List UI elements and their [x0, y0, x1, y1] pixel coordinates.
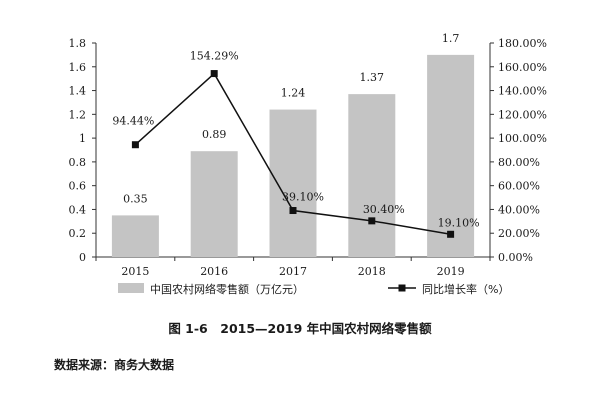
x-axis-tick-label: 2017	[279, 265, 307, 278]
legend-bar-swatch	[118, 283, 144, 293]
growth-rate-label: 19.10%	[438, 216, 480, 229]
left-axis-tick-label: 1.6	[69, 61, 87, 74]
growth-rate-label: 154.29%	[190, 50, 239, 63]
x-axis-tick-label: 2018	[358, 265, 386, 278]
left-axis-tick-label: 1	[79, 132, 86, 145]
growth-rate-marker	[447, 230, 455, 238]
x-axis-tick-label: 2019	[437, 265, 465, 278]
right-axis-tick-label: 120.00%	[498, 108, 547, 121]
bar-value-label: 0.35	[123, 192, 148, 205]
right-axis-tick-label: 160.00%	[498, 61, 547, 74]
data-source-note: 数据来源：商务大数据	[54, 358, 175, 372]
figure-caption: 图 1-6 2015—2019 年中国农村网络零售额	[168, 321, 432, 336]
left-axis-tick-label: 0.4	[69, 203, 87, 216]
bar-value-label: 0.89	[202, 128, 227, 141]
x-axis-tick-label: 2016	[200, 265, 228, 278]
left-axis-tick-label: 1.8	[69, 37, 87, 50]
right-axis-tick-label: 180.00%	[498, 37, 547, 50]
left-axis-tick-label: 1.4	[69, 85, 87, 98]
right-axis-tick-label: 0.00%	[498, 251, 533, 264]
growth-rate-marker	[131, 141, 139, 149]
legend-line-marker	[398, 284, 406, 292]
left-axis-tick-label: 0.8	[69, 156, 87, 169]
right-axis-tick-label: 80.00%	[498, 156, 540, 169]
left-axis-tick-label: 0	[79, 251, 86, 264]
left-axis-tick-label: 0.2	[69, 227, 87, 240]
right-axis-tick-label: 140.00%	[498, 85, 547, 98]
left-axis-tick-label: 1.2	[69, 108, 87, 121]
bar	[348, 94, 396, 257]
legend-line-label: 同比增长率（%）	[422, 282, 509, 296]
growth-rate-marker	[210, 70, 218, 78]
growth-rate-label: 94.44%	[112, 115, 154, 128]
growth-rate-label: 30.40%	[363, 203, 405, 216]
bar	[190, 151, 238, 257]
bar-value-label: 1.7	[442, 32, 460, 45]
growth-rate-marker	[289, 207, 297, 215]
right-axis-tick-label: 40.00%	[498, 203, 540, 216]
left-axis-tick-label: 0.6	[69, 180, 87, 193]
legend-bar-label: 中国农村网络零售额（万亿元）	[150, 282, 304, 296]
x-axis-tick-label: 2015	[121, 265, 149, 278]
bar	[427, 54, 475, 258]
bar	[111, 215, 159, 257]
growth-rate-label: 39.10%	[282, 191, 324, 204]
bar-value-label: 1.24	[281, 87, 306, 100]
growth-rate-marker	[368, 217, 376, 225]
right-axis-tick-label: 60.00%	[498, 180, 540, 193]
right-axis-tick-label: 20.00%	[498, 227, 540, 240]
right-axis-tick-label: 100.00%	[498, 132, 547, 145]
bar-value-label: 1.37	[360, 71, 385, 84]
